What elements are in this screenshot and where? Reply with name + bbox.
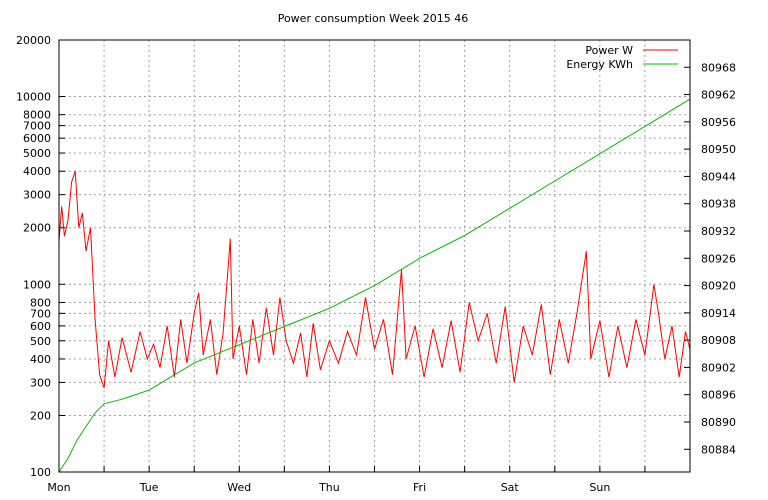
x-tick-label: Sat: [501, 481, 520, 494]
y-left-tick-label: 10000: [16, 91, 51, 104]
y-right-tick-label: 80962: [701, 89, 736, 102]
y-right-tick-label: 80908: [701, 334, 736, 347]
y-right-tick-label: 80902: [701, 361, 736, 374]
y-left-tick-label: 2000: [23, 222, 51, 235]
chart-title: Power consumption Week 2015 46: [278, 12, 469, 25]
y-right-tick-label: 80968: [701, 61, 736, 74]
y-right-tick-label: 80890: [701, 416, 736, 429]
y-right-tick-label: 80884: [701, 443, 736, 456]
y-right-tick-label: 80950: [701, 143, 736, 156]
y-left-tick-label: 5000: [23, 147, 51, 160]
axes: Mon Tue Wed Thu Fri Sat Sun1002003004005006007…: [16, 34, 736, 494]
y-left-tick-label: 7000: [23, 120, 51, 133]
power-w-line: [58, 171, 691, 389]
y-left-tick-label: 4000: [23, 165, 51, 178]
y-left-tick-label: 700: [30, 307, 51, 320]
y-left-tick-label: 1000: [23, 278, 51, 291]
x-tick-label: Tue: [139, 481, 159, 494]
x-tick-label: Wed: [227, 481, 251, 494]
y-left-tick-label: 20000: [16, 34, 51, 47]
series: [58, 98, 691, 473]
y-left-tick-label: 400: [30, 353, 51, 366]
x-tick-label: Sun: [589, 481, 610, 494]
y-right-tick-label: 80896: [701, 389, 736, 402]
y-right-tick-label: 80914: [701, 307, 736, 320]
y-right-tick-label: 80920: [701, 280, 736, 293]
x-tick-label: Mon: [47, 481, 70, 494]
grid: [59, 40, 690, 472]
y-left-tick-label: 600: [30, 320, 51, 333]
y-right-tick-label: 80932: [701, 225, 736, 238]
energy-kwh-line: [58, 98, 691, 473]
y-right-tick-label: 80938: [701, 198, 736, 211]
x-tick-label: Fri: [413, 481, 426, 494]
x-tick-label: Thu: [318, 481, 340, 494]
y-left-tick-label: 6000: [23, 132, 51, 145]
y-right-tick-label: 80944: [701, 170, 736, 183]
y-left-tick-label: 500: [30, 335, 51, 348]
y-left-tick-label: 300: [30, 376, 51, 389]
y-left-tick-label: 8000: [23, 109, 51, 122]
y-right-tick-label: 80926: [701, 252, 736, 265]
legend-label: Power W: [585, 44, 633, 57]
y-left-tick-label: 100: [30, 466, 51, 479]
plot-frame: [58, 39, 691, 473]
y-right-tick-label: 80956: [701, 116, 736, 129]
y-left-tick-label: 800: [30, 296, 51, 309]
legend-label: Energy KWh: [566, 58, 633, 71]
y-left-tick-label: 200: [30, 409, 51, 422]
y-left-tick-label: 3000: [23, 189, 51, 202]
